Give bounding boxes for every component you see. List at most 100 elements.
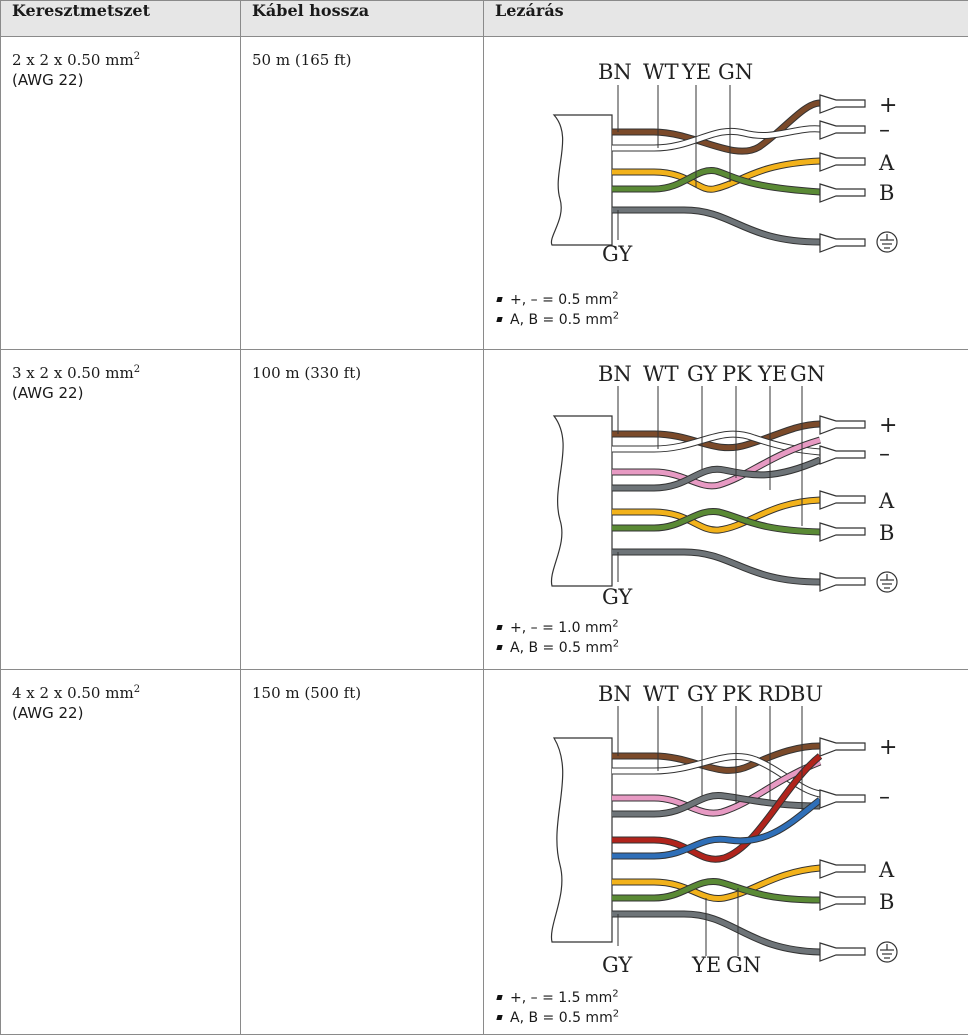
list-item: A, B = 0.5 mm2 [496, 310, 619, 330]
awg-value: (AWG 22) [12, 71, 84, 89]
terminal-b: B [879, 521, 894, 545]
wire-label: YE [757, 362, 787, 386]
wire-ye [612, 497, 821, 533]
table-row: 2 x 2 x 0.50 mm2 (AWG 22) 50 m (165 ft) [0, 36, 968, 350]
cable-length-value: 50 m (165 ft) [252, 51, 352, 69]
ferrule-icon [819, 789, 866, 809]
wire-label: YE [681, 60, 711, 84]
note-text: A, B = 0.5 mm [510, 312, 613, 328]
termination-notes: +, – = 1.5 mm2 A, B = 0.5 mm2 [496, 988, 619, 1028]
note-text: A, B = 0.5 mm [510, 1010, 613, 1026]
cable-length-value: 150 m (500 ft) [252, 684, 362, 702]
table-header-row: Keresztmetszet Kábel hossza Lezárás [0, 0, 968, 37]
termination-cell: BN WT YE GN GY + – A B [483, 36, 968, 350]
terminal-plus: + [879, 93, 897, 118]
table-row: 3 x 2 x 0.50 mm2 (AWG 22) 100 m (330 ft) [0, 349, 968, 670]
wire-label: RD [758, 682, 791, 706]
wiring-diagram-4pair: BN WT GY PK RD BU GY YE GN [550, 682, 898, 977]
cross-section-cell: 3 x 2 x 0.50 mm2 (AWG 22) [0, 349, 241, 670]
wire-label: WT [643, 362, 679, 386]
wiring-diagram-3pair: BN WT GY PK YE GN GY + – [550, 362, 898, 609]
terminal-b: B [879, 890, 894, 914]
cable-length-cell: 100 m (330 ft) [240, 349, 484, 670]
ferrule-icon [819, 183, 866, 203]
ferrule-icon [819, 737, 866, 757]
wire-label: GN [726, 953, 761, 977]
wire-label: WT [643, 60, 679, 84]
superscript: 2 [133, 684, 141, 695]
cable-jacket [550, 737, 613, 943]
ferrule-icon [819, 572, 866, 592]
terminal-plus: + [879, 735, 897, 760]
wire-ye [612, 865, 821, 902]
ground-icon [876, 231, 898, 253]
ferrule-icon [819, 233, 866, 253]
terminal-minus: – [879, 118, 890, 143]
wire-label: WT [643, 682, 679, 706]
superscript: 2 [612, 310, 620, 322]
cable-jacket [550, 415, 613, 587]
list-item: A, B = 0.5 mm2 [496, 638, 619, 658]
note-text: A, B = 0.5 mm [510, 640, 613, 656]
ferrule-icon [819, 445, 866, 465]
terminal-a: A [878, 858, 895, 882]
termination-cell: BN WT GY PK YE GN GY + – [483, 349, 968, 670]
cross-section-value: 3 x 2 x 0.50 mm [12, 364, 134, 382]
superscript: 2 [612, 618, 619, 630]
ferrule-icon [819, 120, 866, 140]
cross-section-value: 2 x 2 x 0.50 mm [12, 51, 134, 69]
list-item: A, B = 0.5 mm2 [496, 1008, 619, 1028]
terminal-a: A [878, 489, 895, 513]
wire-label: GY [602, 242, 633, 266]
terminal-minus: – [879, 442, 890, 467]
note-text: +, – = 1.0 mm [510, 620, 613, 636]
note-text: +, – = 0.5 mm [510, 292, 613, 308]
wire-label: BN [598, 682, 632, 706]
wire-label: GY [602, 585, 633, 609]
superscript: 2 [612, 1008, 620, 1020]
wire-wt [612, 754, 821, 797]
terminal-minus: – [879, 785, 890, 810]
wire-pk [612, 759, 821, 816]
wire-gy-shield [612, 911, 821, 955]
ferrule-icon [819, 152, 866, 172]
header-cross-section: Keresztmetszet [0, 0, 241, 37]
ferrule-icon [819, 942, 866, 962]
superscript: 2 [612, 290, 619, 302]
wire-label: GN [790, 362, 825, 386]
superscript: 2 [612, 988, 619, 1000]
list-item: +, – = 1.0 mm2 [496, 618, 619, 638]
wire-gy [612, 457, 821, 491]
terminal-plus: + [879, 413, 897, 438]
wire-gy [612, 793, 821, 817]
cable-jacket [550, 114, 613, 246]
wire-bn [612, 743, 821, 773]
wire-label: GY [602, 953, 633, 977]
ferrule-icon [819, 490, 866, 510]
wire-gy-shield [612, 549, 821, 585]
wire-label: YE [691, 953, 721, 977]
terminal-a: A [878, 151, 895, 175]
ferrule-icon [819, 859, 866, 879]
superscript: 2 [133, 51, 141, 62]
cross-section-cell: 2 x 2 x 0.50 mm2 (AWG 22) [0, 36, 241, 350]
awg-value: (AWG 22) [12, 384, 84, 402]
wire-gn [612, 879, 821, 903]
superscript: 2 [612, 638, 620, 650]
list-item: +, – = 1.5 mm2 [496, 988, 619, 1008]
superscript: 2 [133, 364, 141, 375]
wire-label: BU [790, 682, 823, 706]
wire-pk [612, 437, 821, 489]
wire-bn [612, 421, 821, 451]
terminal-b: B [879, 181, 894, 205]
termination-notes: +, – = 0.5 mm2 A, B = 0.5 mm2 [496, 290, 619, 330]
wiring-diagram-2pair: BN WT YE GN GY + – A B [550, 60, 898, 266]
ferrule-icon [819, 94, 866, 114]
cable-length-value: 100 m (330 ft) [252, 364, 362, 382]
ferrule-icon [819, 891, 866, 911]
wire-rd [612, 754, 822, 862]
cross-section-cell: 4 x 2 x 0.50 mm2 (AWG 22) [0, 669, 241, 1035]
termination-notes: +, – = 1.0 mm2 A, B = 0.5 mm2 [496, 618, 619, 658]
ground-icon [876, 941, 898, 963]
